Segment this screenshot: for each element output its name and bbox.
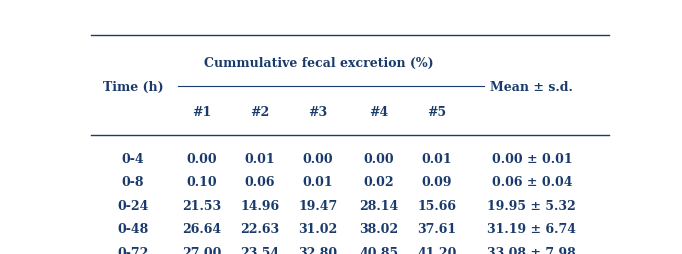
Text: 23.54: 23.54 — [240, 246, 279, 254]
Text: 0.09: 0.09 — [421, 176, 452, 188]
Text: 21.53: 21.53 — [182, 199, 221, 212]
Text: 0.02: 0.02 — [364, 176, 394, 188]
Text: 27.00: 27.00 — [182, 246, 221, 254]
Text: 0-4: 0-4 — [121, 152, 144, 165]
Text: 0-8: 0-8 — [121, 176, 144, 188]
Text: 15.66: 15.66 — [417, 199, 456, 212]
Text: 32.80: 32.80 — [298, 246, 338, 254]
Text: 0.06: 0.06 — [244, 176, 275, 188]
Text: 31.02: 31.02 — [298, 223, 338, 235]
Text: 0-72: 0-72 — [117, 246, 149, 254]
Text: 40.85: 40.85 — [359, 246, 398, 254]
Text: 0-24: 0-24 — [117, 199, 149, 212]
Text: 0.10: 0.10 — [186, 176, 217, 188]
Text: Mean ± s.d.: Mean ± s.d. — [490, 81, 574, 94]
Text: #2: #2 — [250, 105, 269, 118]
Text: 19.95 ± 5.32: 19.95 ± 5.32 — [488, 199, 576, 212]
Text: 0.06 ± 0.04: 0.06 ± 0.04 — [492, 176, 572, 188]
Text: 37.61: 37.61 — [417, 223, 456, 235]
Text: 41.20: 41.20 — [417, 246, 456, 254]
Text: #1: #1 — [192, 105, 211, 118]
Text: 28.14: 28.14 — [359, 199, 398, 212]
Text: Time (h): Time (h) — [102, 81, 163, 94]
Text: 14.96: 14.96 — [240, 199, 279, 212]
Text: 0.00: 0.00 — [364, 152, 394, 165]
Text: #4: #4 — [369, 105, 388, 118]
Text: 19.47: 19.47 — [298, 199, 338, 212]
Text: 0.00 ± 0.01: 0.00 ± 0.01 — [492, 152, 572, 165]
Text: 38.02: 38.02 — [359, 223, 398, 235]
Text: 0-48: 0-48 — [117, 223, 149, 235]
Text: #5: #5 — [427, 105, 446, 118]
Text: 0.00: 0.00 — [303, 152, 333, 165]
Text: Cummulative fecal excretion (%): Cummulative fecal excretion (%) — [205, 56, 434, 69]
Text: 26.64: 26.64 — [182, 223, 221, 235]
Text: 22.63: 22.63 — [240, 223, 279, 235]
Text: 0.01: 0.01 — [244, 152, 275, 165]
Text: 31.19 ± 6.74: 31.19 ± 6.74 — [488, 223, 576, 235]
Text: 33.08 ± 7.98: 33.08 ± 7.98 — [488, 246, 576, 254]
Text: 0.01: 0.01 — [421, 152, 452, 165]
Text: 0.00: 0.00 — [186, 152, 217, 165]
Text: #3: #3 — [308, 105, 327, 118]
Text: 0.01: 0.01 — [303, 176, 333, 188]
